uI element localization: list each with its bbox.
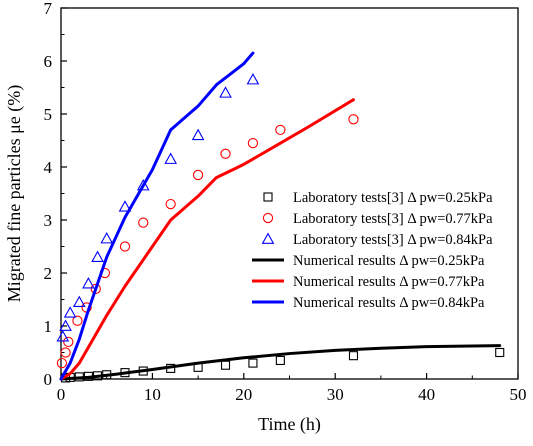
y-tick-label: 7 — [44, 0, 53, 18]
data-point-1 — [56, 357, 68, 369]
y-tick-label: 3 — [44, 211, 53, 230]
data-point-1 — [348, 114, 359, 125]
data-point-2 — [72, 295, 86, 308]
legend-marker-2 — [261, 232, 275, 244]
data-point-0 — [495, 347, 505, 358]
x-tick-label: 50 — [510, 385, 527, 404]
data-point-2 — [100, 232, 114, 244]
y-tick-label: 1 — [44, 317, 53, 336]
x-tick-label: 10 — [144, 385, 161, 404]
data-point-2 — [246, 73, 260, 85]
y-tick-label: 5 — [44, 105, 53, 124]
data-point-1 — [119, 241, 131, 252]
data-point-2 — [82, 277, 95, 289]
data-point-2 — [191, 128, 205, 141]
data-point-1 — [165, 198, 176, 210]
data-point-2 — [59, 319, 72, 331]
legend-label-2: Laboratory tests[3] Δ pw=0.84kPa — [293, 232, 493, 248]
data-point-2 — [136, 179, 150, 191]
legend-label-3: Numerical results Δ pw=0.25kPa — [293, 253, 485, 269]
data-point-1 — [192, 169, 204, 181]
legend-label-5: Numerical results Δ pw=0.84kPa — [293, 295, 485, 311]
data-point-1 — [63, 336, 74, 348]
y-tick-label: 4 — [44, 158, 53, 177]
legend-label-0: Laboratory tests[3] Δ pw=0.25kPa — [293, 190, 493, 206]
data-point-2 — [118, 200, 132, 212]
data-point-0 — [348, 351, 359, 361]
y-tick-label: 0 — [44, 370, 53, 389]
x-tick-label: 20 — [235, 385, 252, 404]
data-point-1 — [138, 217, 149, 228]
data-point-1 — [72, 315, 83, 326]
data-point-2 — [164, 152, 178, 164]
data-point-1 — [247, 137, 259, 149]
data-point-2 — [56, 330, 70, 342]
data-point-2 — [91, 250, 104, 262]
series-line-3 — [59, 344, 502, 381]
y-tick-label: 2 — [44, 264, 53, 283]
x-tick-label: 40 — [418, 385, 435, 404]
data-point-1 — [60, 347, 71, 358]
data-point-2 — [219, 86, 232, 98]
data-point-1 — [275, 124, 286, 136]
legend-label-1: Laboratory tests[3] Δ pw=0.77kPa — [293, 211, 493, 227]
legend-marker-0 — [263, 192, 273, 202]
x-axis-title: Time (h) — [258, 414, 321, 435]
legend-label-4: Numerical results Δ pw=0.77kPa — [293, 274, 485, 290]
data-point-0 — [275, 355, 285, 366]
data-point-0 — [220, 360, 231, 370]
y-tick-label: 6 — [44, 52, 53, 71]
data-point-2 — [63, 306, 77, 318]
x-tick-label: 30 — [327, 385, 344, 404]
series-line-5 — [59, 51, 255, 381]
x-tick-label: 0 — [57, 385, 66, 404]
legend-marker-1 — [262, 212, 274, 224]
data-point-0 — [248, 358, 258, 368]
y-axis-title: Migrated fine particles μe (%) — [4, 85, 25, 303]
data-point-1 — [220, 148, 231, 159]
series-line-4 — [59, 98, 355, 381]
